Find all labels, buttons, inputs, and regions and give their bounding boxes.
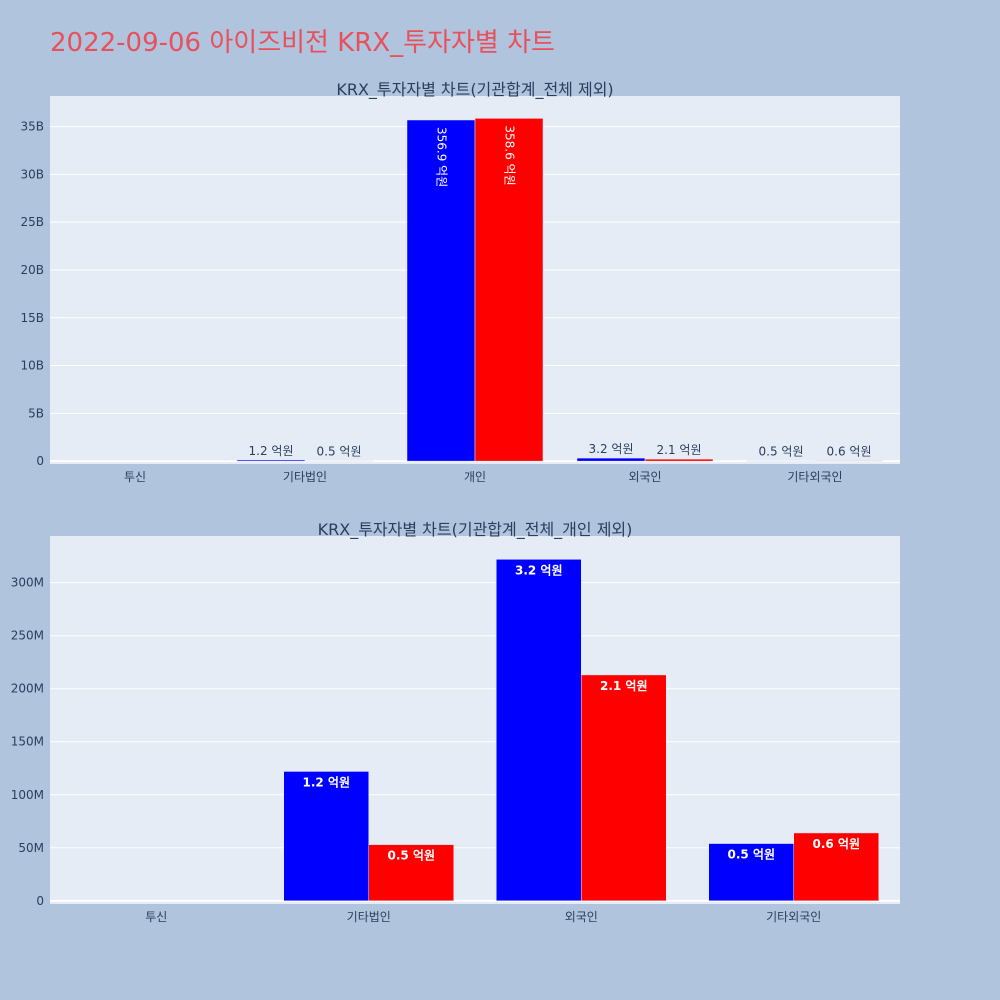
y-tick-label: 25B [20,215,44,229]
y-tick-label: 20B [20,263,44,277]
bar [368,844,454,902]
y-tick-label: 5B [28,406,44,420]
bar [406,119,476,462]
y-tick-label: 300M [11,576,44,590]
x-tick-label: 기타법인 [347,910,391,924]
data-label: 3.2 억원 [515,563,563,577]
data-label: 358.6 억원 [503,125,517,185]
x-tick-label: 외국인 [628,470,661,484]
data-label: 0.5 억원 [387,849,435,863]
data-label: 2.1 억원 [600,679,648,693]
x-tick-label: 외국인 [565,910,598,924]
bar [708,843,794,902]
x-tick-label: 기타외국인 [787,470,842,484]
x-tick-label: 기타외국인 [766,910,821,924]
data-label: 0.5 억원 [727,848,775,862]
plot-area [50,536,900,904]
x-tick-label: 개인 [464,470,486,484]
x-tick-label: 투신 [145,910,167,924]
data-label: 0.6 억원 [827,445,872,459]
data-label: 1.2 억원 [249,444,294,458]
bar [474,118,544,462]
y-tick-label: 250M [11,629,44,643]
data-label: 3.2 억원 [589,442,634,456]
y-tick-label: 0 [36,454,44,468]
y-tick-label: 15B [20,311,44,325]
page-title: 2022-09-06 아이즈비전 KRX_투자자별 차트 [50,28,555,58]
bar [814,460,884,462]
chart-title: KRX_투자자별 차트(기관합계_전체_개인 제외) [318,520,633,540]
bar [576,457,646,462]
y-tick-label: 100M [11,788,44,802]
investor-chart-top: 0 5B 10B 15B 20B 25B 30B 35B 투신 기타법인 1.2 억원 0.5 억원개… [20,80,900,484]
investor-chart-bottom: 0 50M 100M 150M 200M 250M 300M 투신 기타법인 1.2 억원 0.5 … [11,520,900,924]
bar [283,771,369,902]
bar [236,459,306,462]
data-label: 0.5 억원 [759,445,804,459]
x-tick-label: 투신 [124,470,146,484]
y-tick-label: 200M [11,682,44,696]
y-tick-label: 0 [36,894,44,908]
y-tick-label: 10B [20,359,44,373]
bar [644,458,714,462]
bar [496,559,582,902]
data-label: 356.9 억원 [435,127,449,187]
chart-title: KRX_투자자별 차트(기관합계_전체 제외) [336,80,613,100]
bar [793,832,879,902]
data-label: 1.2 억원 [302,775,350,789]
y-tick-label: 150M [11,735,44,749]
y-tick-label: 30B [20,167,44,181]
data-label: 0.6 억원 [812,837,860,851]
x-tick-label: 기타법인 [283,470,327,484]
y-tick-label: 35B [20,120,44,134]
data-label: 0.5 억원 [317,445,362,459]
data-label: 2.1 억원 [657,443,702,457]
bar [581,674,667,902]
y-tick-label: 50M [18,841,44,855]
